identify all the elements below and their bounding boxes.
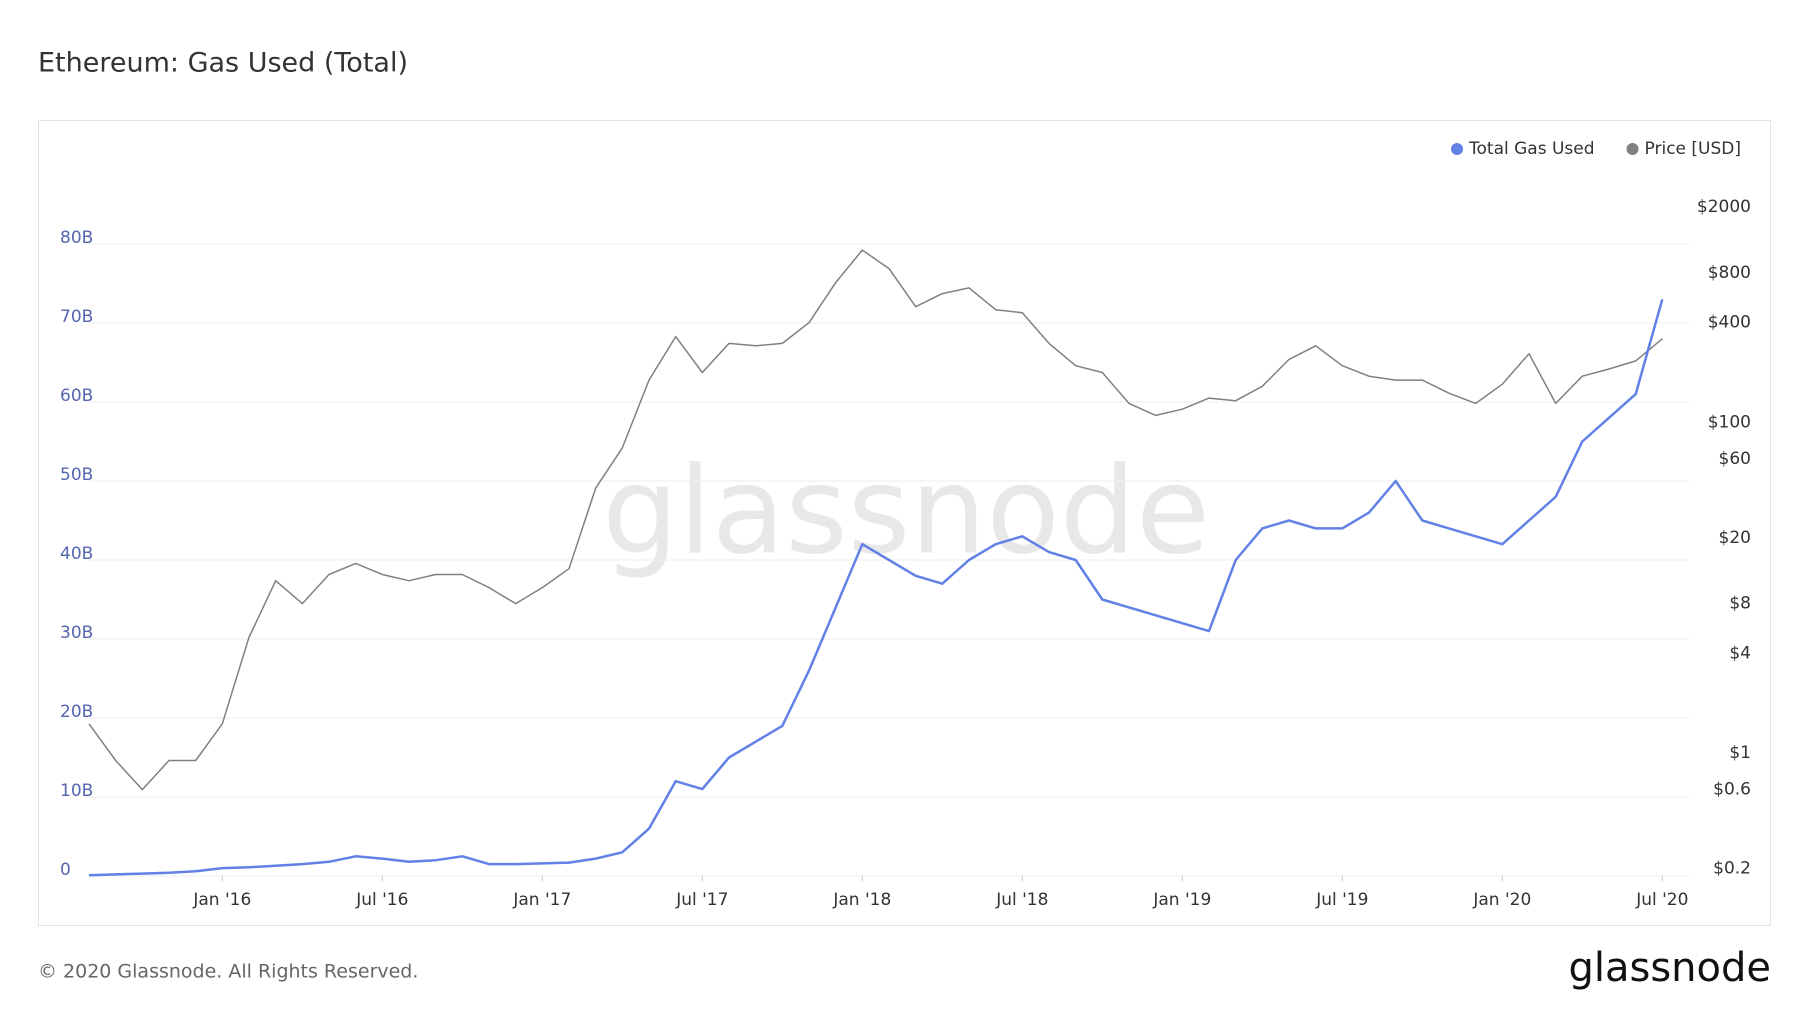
y-tick-label: 10B [60,781,93,801]
x-tick-label: Jan '18 [832,890,891,910]
legend-marker [1451,143,1464,155]
x-tick-label: Jul '20 [1635,890,1688,910]
y-tick-label: 20B [60,702,93,722]
x-tick-label: Jul '19 [1315,890,1368,910]
watermark: glassnode [602,443,1210,582]
y-tick-label: 60B [60,386,93,406]
series-line [88,249,1663,791]
y2-tick-label: $0.6 [1713,780,1751,800]
y-tick-label: 0 [60,860,71,880]
y2-tick-label: $400 [1708,313,1751,333]
y-tick-label: 30B [60,623,93,643]
legend-label: Total Gas Used [1468,139,1595,159]
y2-tick-label: $4 [1729,643,1751,663]
legend-label: Price [USD] [1645,139,1741,159]
chart-frame [38,120,1771,926]
y2-tick-label: $8 [1729,594,1751,614]
y2-tick-label: $100 [1708,412,1751,432]
series-line [88,298,1664,877]
y-tick-label: 50B [60,465,93,485]
x-tick-label: Jan '16 [192,890,251,910]
y2-tick-label: $20 [1719,528,1751,548]
brand-logo: glassnode [1568,945,1771,991]
y2-tick-label: $800 [1708,263,1751,283]
chart-title: Ethereum: Gas Used (Total) [38,48,408,79]
y2-tick-label: $60 [1719,449,1751,469]
x-tick-label: Jan '20 [1472,890,1531,910]
y-tick-label: 40B [60,544,93,564]
y-tick-label: 70B [60,307,93,327]
x-tick-label: Jul '16 [355,890,408,910]
x-tick-label: Jan '17 [512,890,571,910]
y2-tick-label: $1 [1729,743,1751,763]
legend-marker [1626,143,1639,155]
y-tick-label: 80B [60,228,93,248]
y2-tick-label: $0.2 [1713,858,1751,878]
x-tick-label: Jan '19 [1152,890,1211,910]
x-tick-label: Jul '17 [675,890,728,910]
footer: © 2020 Glassnode. All Rights Reserved. [38,961,418,983]
y2-tick-label: $2000 [1697,197,1751,217]
x-tick-label: Jul '18 [995,890,1048,910]
